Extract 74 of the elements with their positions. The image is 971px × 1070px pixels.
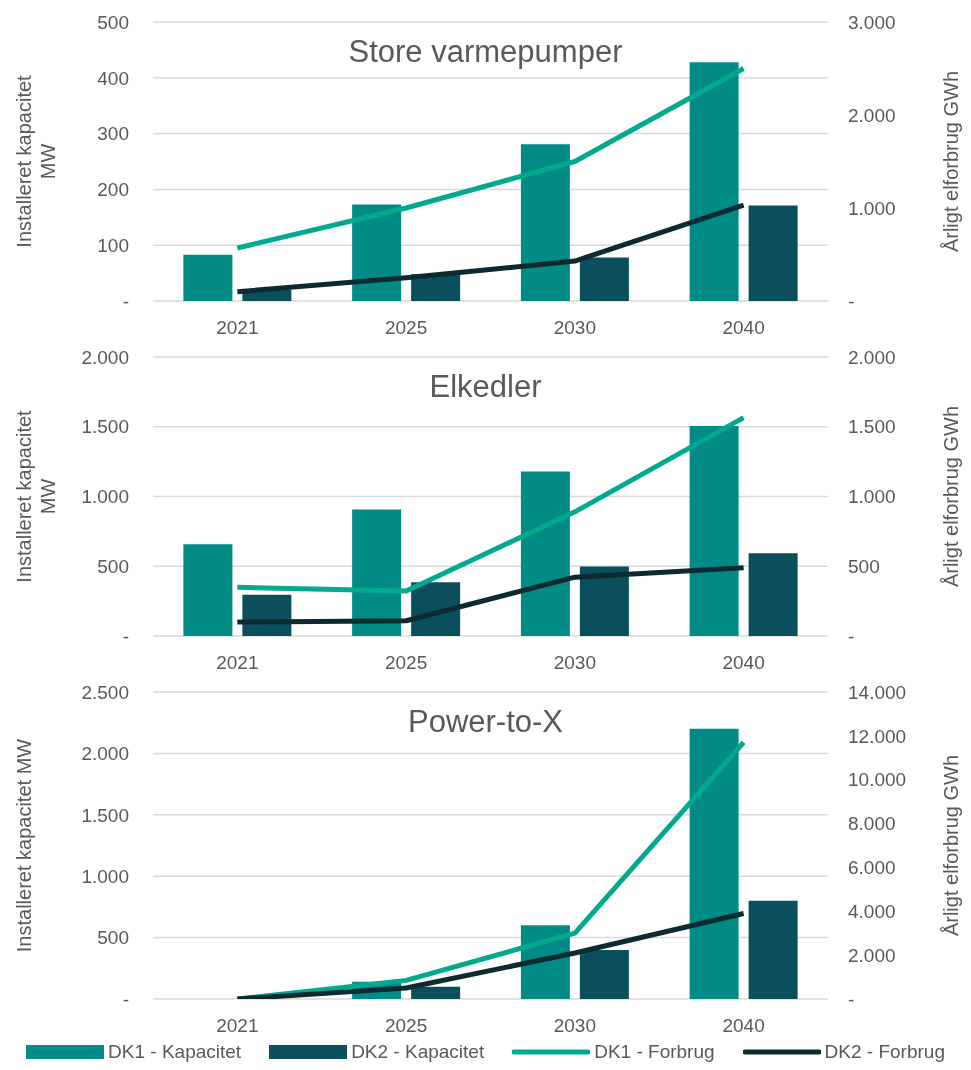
chart-title: Power-to-X — [407, 704, 564, 739]
bar — [579, 949, 629, 999]
legend-label: DK2 - Forbrug — [824, 1041, 945, 1063]
chart-title: Store varmepumper — [348, 34, 623, 69]
legend-label: DK1 - Forbrug — [594, 1041, 715, 1063]
y2-axis-title: Årligt elforbrug GWh — [940, 70, 962, 253]
y2-tick-label: - — [848, 290, 855, 312]
y2-tick-label: - — [848, 625, 855, 647]
y-tick-label: 2.000 — [81, 743, 129, 765]
bar — [579, 257, 629, 301]
y-tick-label: 500 — [97, 555, 129, 577]
x-tick-label: 2021 — [216, 652, 259, 674]
y-tick-label: 300 — [97, 123, 129, 145]
bar — [183, 254, 233, 301]
y2-axis-title: Årligt elforbrug GWh — [940, 754, 962, 937]
y2-tick-label: 14.000 — [848, 681, 907, 703]
bar — [352, 509, 402, 636]
bar — [689, 728, 739, 999]
y2-tick-label: 2.000 — [848, 944, 896, 966]
y-tick-label: 1.000 — [81, 865, 129, 887]
x-tick-label: 2040 — [722, 1015, 765, 1037]
legend-label: DK2 - Kapacitet — [351, 1041, 485, 1063]
x-tick-label: 2030 — [553, 1015, 597, 1037]
y2-tick-label: 1.500 — [848, 416, 896, 438]
x-tick-label: 2025 — [384, 317, 428, 339]
y-tick-label: 100 — [97, 234, 129, 256]
bar — [520, 144, 570, 301]
y2-tick-label: 1.000 — [848, 486, 896, 508]
y-axis-title: Installeret kapacitet MW — [13, 74, 59, 248]
y-tick-label: 500 — [97, 11, 129, 33]
x-tick-label: 2030 — [553, 317, 597, 339]
x-tick-label: 2040 — [722, 652, 765, 674]
bar — [579, 566, 629, 636]
x-tick-label: 2021 — [216, 317, 259, 339]
y2-tick-label: 8.000 — [848, 813, 896, 835]
y2-tick-label: 12.000 — [848, 725, 907, 747]
x-tick-label: 2040 — [722, 317, 765, 339]
y-tick-label: - — [122, 988, 129, 1010]
y-tick-label: 200 — [97, 179, 129, 201]
y-tick-label: - — [122, 625, 129, 647]
y2-tick-label: 1.000 — [848, 197, 896, 219]
y-tick-label: - — [122, 290, 129, 312]
chart-title: Elkedler — [428, 369, 543, 405]
bar — [748, 553, 798, 636]
y2-tick-label: 2.000 — [848, 346, 896, 368]
y-axis-title: Installeret kapacitet MW — [13, 738, 35, 953]
bar — [748, 205, 798, 301]
x-tick-label: 2030 — [553, 652, 597, 674]
bar — [689, 62, 739, 301]
bar — [689, 425, 739, 636]
y2-tick-label: 3.000 — [848, 11, 896, 33]
y-tick-label: 1.500 — [81, 804, 129, 826]
y-tick-label: 1.000 — [81, 486, 129, 508]
y-tick-label: 1.500 — [81, 416, 129, 438]
y-tick-label: 400 — [97, 67, 129, 89]
y-tick-label: 2.500 — [81, 681, 129, 703]
y2-tick-label: 10.000 — [848, 769, 907, 791]
bar — [748, 900, 798, 999]
x-tick-label: 2025 — [384, 652, 428, 674]
y2-tick-label: 6.000 — [848, 857, 896, 879]
y2-tick-label: - — [848, 988, 855, 1010]
y-axis-title: Installeret kapacitet MW — [13, 409, 59, 583]
bar — [411, 986, 461, 999]
x-tick-label: 2021 — [216, 1015, 259, 1037]
y-tick-label: 500 — [97, 927, 129, 949]
y2-tick-label: 500 — [848, 555, 880, 577]
y2-tick-label: 4.000 — [848, 901, 896, 923]
y2-tick-label: 2.000 — [848, 104, 896, 126]
bar — [520, 471, 570, 636]
legend-label: DK1 - Kapacitet — [108, 1041, 242, 1063]
bar — [183, 544, 233, 636]
y2-axis-title: Årligt elforbrug GWh — [940, 405, 962, 588]
y-tick-label: 2.000 — [81, 346, 129, 368]
x-tick-label: 2025 — [384, 1015, 428, 1037]
